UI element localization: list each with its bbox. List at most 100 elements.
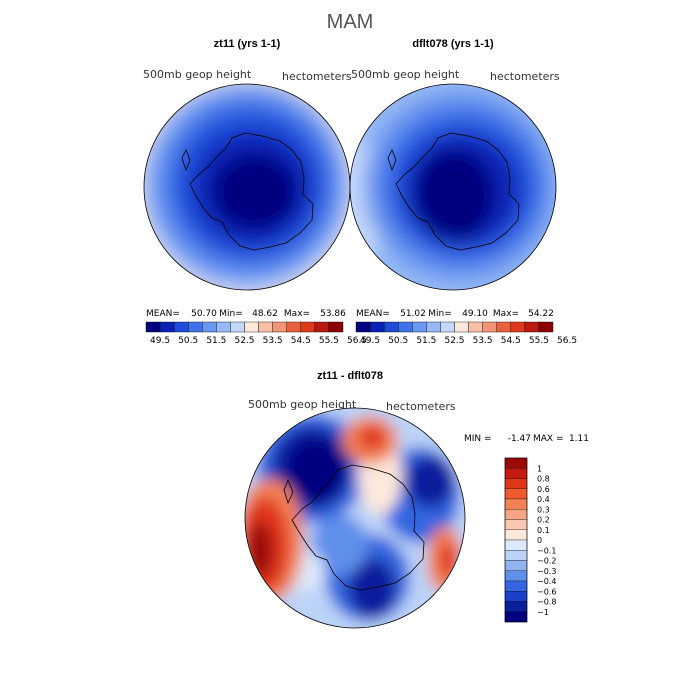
panel-3-colorbar-swatch bbox=[504, 468, 528, 479]
panel-2-colorbar-tick-label: 52.5 bbox=[444, 336, 464, 346]
panel-3-colorbar-swatch bbox=[504, 488, 528, 500]
panel-2-colorbar-tick-label: 50.5 bbox=[388, 336, 408, 346]
panel-3-colorbar-tick-label: −0.6 bbox=[537, 587, 556, 596]
panel-3-colorbar-swatch bbox=[504, 498, 528, 510]
panel-2-colorbar-tick-label: 51.5 bbox=[416, 336, 436, 346]
panel-3-colorbar-tick-label: −0.4 bbox=[537, 577, 556, 586]
panel-2-colorbar-swatch bbox=[538, 321, 554, 333]
panel-1-colorbar-tick-label: 54.5 bbox=[291, 336, 311, 346]
panel-1-coastline bbox=[181, 132, 314, 251]
panel-3-colorbar-tick-label: 0.1 bbox=[537, 526, 550, 535]
panel-2-colorbar-swatch bbox=[496, 321, 511, 333]
panel-2-units: hectometers bbox=[490, 70, 560, 83]
panel-2-min-label: Min= bbox=[428, 309, 452, 319]
panel-2-stats: MEAN= 51.02 Min= 49.10 Max= 54.22 bbox=[356, 309, 554, 319]
panel-3-colorbar-tick-label: −1 bbox=[537, 608, 549, 617]
panel-1-colorbar-swatch bbox=[258, 321, 273, 333]
panel-3-colorbar-tick-label: 0.2 bbox=[537, 516, 550, 525]
panel-3-colorbar-tick-label: 0.4 bbox=[537, 495, 550, 504]
panel-1-title: zt11 (yrs 1-1) bbox=[214, 38, 281, 50]
panel-3-coastline bbox=[283, 464, 425, 591]
panel-1-colorbar: 49.5 50.5 51.5 52.5 53.5 54.5 55.5 56.5 bbox=[145, 321, 367, 346]
panel-difference: zt11 - dflt078 500mb geop height hectome… bbox=[244, 370, 589, 629]
panel-2-coastline bbox=[387, 132, 520, 251]
panel-1-colorbar-tick-label: 56.5 bbox=[347, 336, 367, 346]
panel-3-colorbar-swatch bbox=[504, 591, 528, 602]
panel-2-colorbar-swatch bbox=[468, 321, 483, 333]
panel-1-colorbar-swatch bbox=[300, 321, 316, 333]
panel-3-colorbar-tick-label: 0.6 bbox=[537, 485, 550, 494]
panel-1-contour-field bbox=[144, 84, 350, 290]
panel-2-colorbar: 49.5 50.5 51.5 52.5 53.5 54.5 55.5 56.5 bbox=[355, 321, 577, 346]
panel-3-colorbar-swatch bbox=[504, 580, 528, 592]
panel-1-stats: MEAN= 50.70 Min= 48.62 Max= 53.86 bbox=[146, 309, 346, 319]
panel-1-colorbar-tick-label: 51.5 bbox=[206, 336, 226, 346]
panel-1-colorbar-tick-label: 49.5 bbox=[150, 336, 170, 346]
panel-2-colorbar-swatch bbox=[510, 321, 526, 333]
panel-2-colorbar-swatch bbox=[355, 321, 371, 333]
panel-3-title: zt11 - dflt078 bbox=[317, 370, 383, 382]
panel-1-colorbar-tick-label: 50.5 bbox=[178, 336, 198, 346]
panel-3-stats: MIN = -1.47 MAX = 1.11 bbox=[464, 434, 589, 444]
panel-1-max-label: Max= bbox=[284, 309, 310, 319]
panel-3-colorbar-swatch bbox=[504, 509, 528, 520]
panel-3-min-label: MIN = bbox=[464, 434, 492, 444]
panel-3-colorbar-tick-label: −0.8 bbox=[537, 598, 556, 607]
panel-1-max-value: 53.86 bbox=[320, 309, 346, 319]
panel-3-colorbar-swatch bbox=[504, 539, 528, 551]
panel-3-contour-field bbox=[245, 408, 465, 628]
panel-1-colorbar-tick-label: 55.5 bbox=[319, 336, 339, 346]
panel-1-min-label: Min= bbox=[219, 309, 243, 319]
panel-2-mean-value: 51.02 bbox=[400, 309, 426, 319]
panel-3-colorbar-swatch bbox=[504, 529, 528, 541]
panel-1-min-value: 48.62 bbox=[252, 309, 278, 319]
panel-1-colorbar-tick-label: 52.5 bbox=[234, 336, 254, 346]
panel-3-field-label: 500mb geop height bbox=[248, 398, 357, 411]
panel-2-max-value: 54.22 bbox=[528, 309, 554, 319]
panel-1-units: hectometers bbox=[282, 70, 352, 83]
panel-1-colorbar-tick-label: 53.5 bbox=[263, 336, 283, 346]
panel-3-colorbar-swatch bbox=[504, 457, 528, 469]
panel-1-field-label: 500mb geop height bbox=[143, 68, 252, 81]
panel-1-colorbar-swatch bbox=[202, 321, 217, 333]
panel-3-colorbar-swatch bbox=[504, 560, 528, 571]
panel-1-colorbar-swatch bbox=[272, 321, 287, 333]
panel-2-colorbar-swatch bbox=[369, 321, 385, 333]
panel-zt11: zt11 (yrs 1-1) 500mb geop height hectome… bbox=[143, 38, 367, 346]
panel-2-colorbar-swatch bbox=[440, 321, 455, 333]
panel-3-colorbar-swatch bbox=[504, 611, 528, 623]
panel-1-colorbar-swatch bbox=[188, 321, 203, 333]
panel-2-colorbar-swatch bbox=[524, 321, 540, 333]
panel-1-mean-value: 50.70 bbox=[191, 309, 217, 319]
panel-1-colorbar-swatch bbox=[230, 321, 245, 333]
panel-2-title: dflt078 (yrs 1-1) bbox=[412, 38, 494, 50]
panel-2-field-label: 500mb geop height bbox=[351, 68, 460, 81]
panel-2-colorbar-tick-label: 54.5 bbox=[501, 336, 521, 346]
panel-3-units: hectometers bbox=[386, 400, 456, 413]
panel-3-colorbar-tick-label: 1 bbox=[537, 464, 542, 473]
panel-2-contour-field bbox=[350, 84, 556, 290]
panel-1-colorbar-swatch bbox=[328, 321, 344, 333]
panel-3-max-label: MAX = bbox=[533, 434, 564, 444]
panel-2-colorbar-tick-label: 53.5 bbox=[473, 336, 493, 346]
panel-1-mean-label: MEAN= bbox=[146, 309, 180, 319]
panel-3-colorbar-tick-label: −0.2 bbox=[537, 557, 556, 566]
panel-1-colorbar-swatch bbox=[159, 321, 175, 333]
panel-3-colorbar-tick-label: 0.8 bbox=[537, 475, 550, 484]
panel-2-colorbar-swatch bbox=[412, 321, 427, 333]
panel-2-colorbar-swatch bbox=[426, 321, 441, 333]
panel-3-colorbar: 1 0.80.60.40.3 0.20.10−0.1 −0.2−0.3−0.4−0.6… bbox=[504, 457, 556, 623]
panel-1-colorbar-swatch bbox=[216, 321, 231, 333]
panel-3-colorbar-tick-label: 0.3 bbox=[537, 505, 550, 514]
panel-1-colorbar-swatch bbox=[286, 321, 301, 333]
panel-2-colorbar-swatch bbox=[454, 321, 469, 333]
panel-2-max-label: Max= bbox=[493, 309, 519, 319]
panel-2-colorbar-swatch bbox=[398, 321, 413, 333]
panel-3-colorbar-swatch bbox=[504, 478, 528, 489]
panel-3-min-value: -1.47 bbox=[508, 434, 531, 444]
panel-3-colorbar-tick-label: −0.1 bbox=[537, 546, 556, 555]
panel-2-colorbar-tick-label: 55.5 bbox=[529, 336, 549, 346]
figure-title: MAM bbox=[327, 11, 374, 33]
panel-3-colorbar-swatch bbox=[504, 570, 528, 582]
